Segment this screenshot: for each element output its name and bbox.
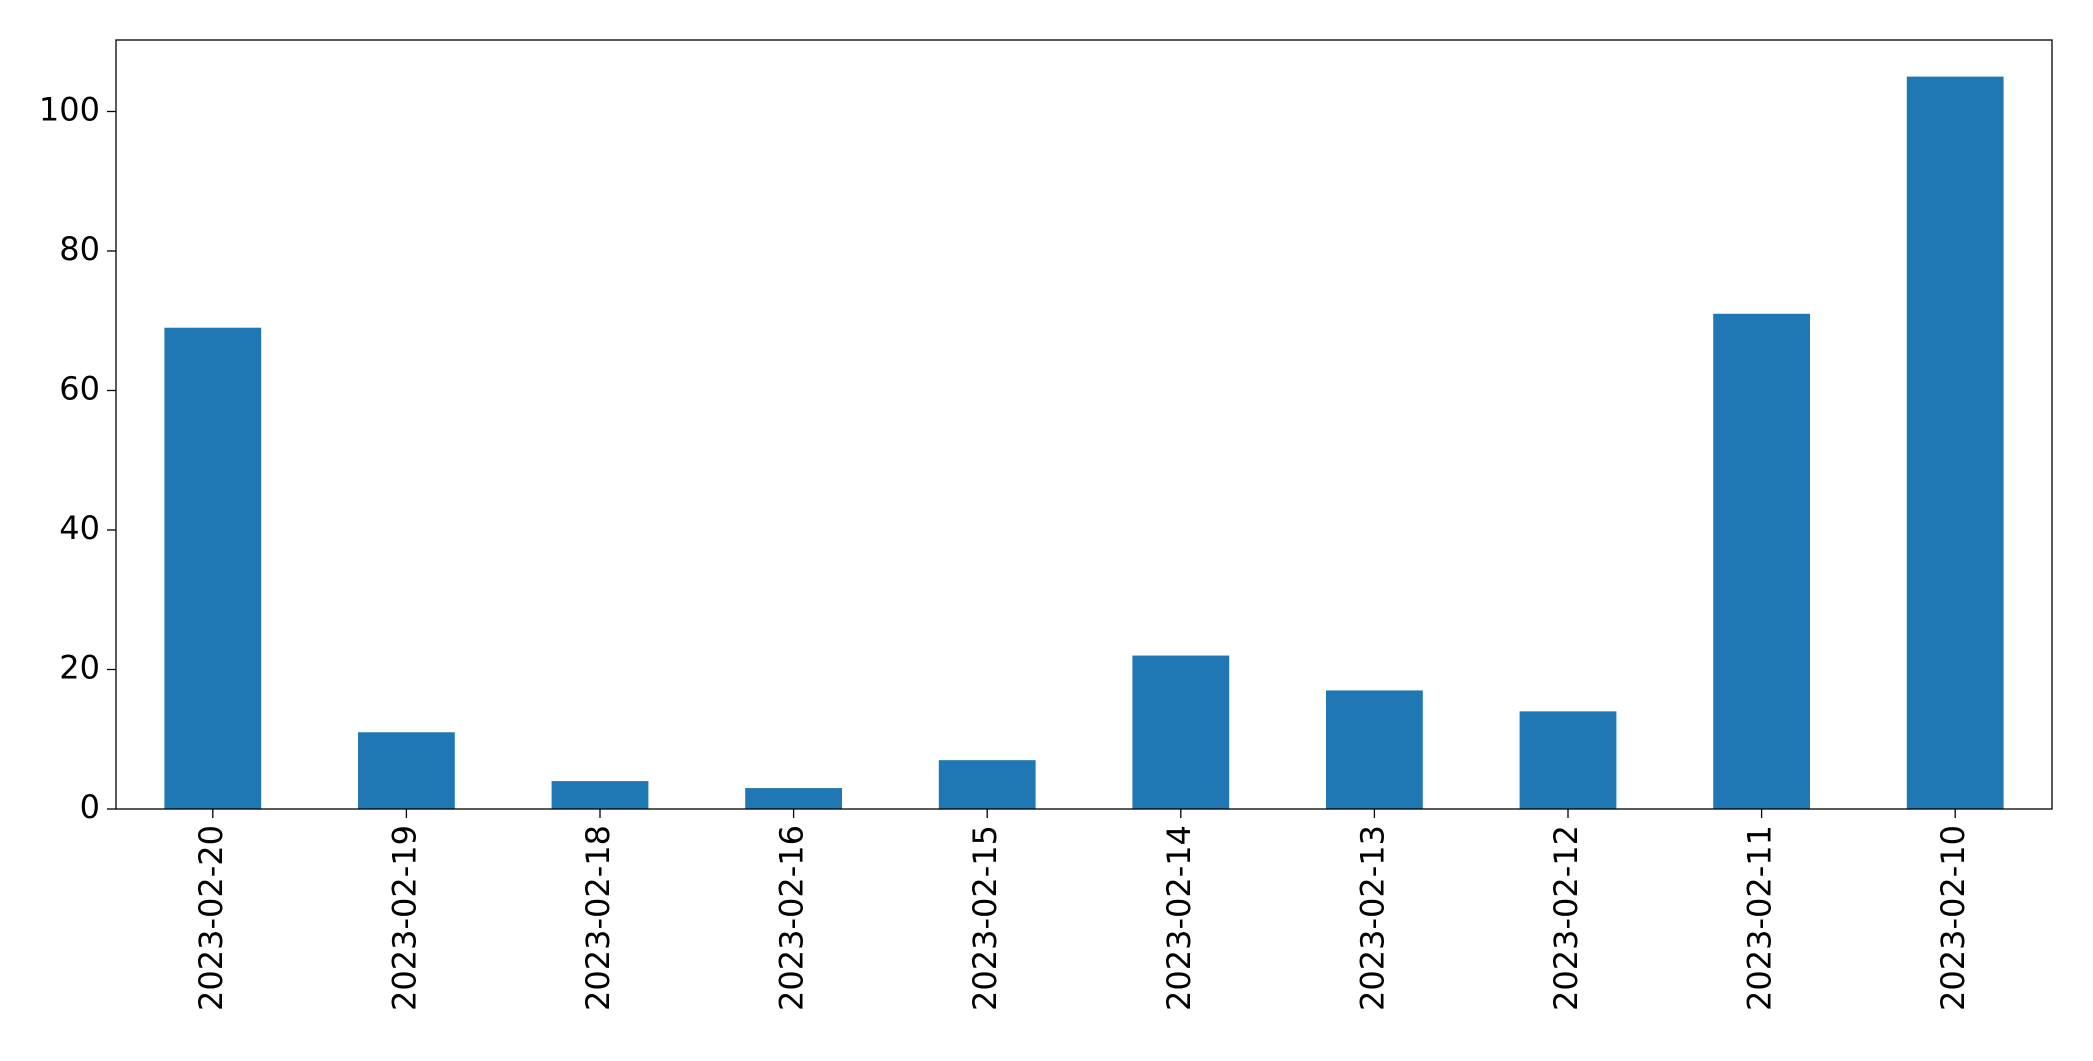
x-tick-label: 2023-02-14 [1160,825,1198,1011]
y-tick-label: 60 [59,369,100,407]
x-tick-label: 2023-02-15 [966,825,1004,1011]
x-tick-label: 2023-02-11 [1741,825,1779,1011]
x-tick-label: 2023-02-13 [1353,825,1391,1011]
bar [1519,711,1617,809]
bar [1906,76,2004,810]
y-tick-label: 0 [80,788,100,826]
bar [358,732,455,809]
bar [745,788,842,809]
x-tick-label: 2023-02-18 [579,825,617,1011]
bar [1132,655,1230,809]
x-tick-label: 2023-02-16 [773,825,811,1011]
bar [551,781,649,809]
y-tick-label: 40 [59,509,100,547]
bar [164,327,262,809]
x-tick-label: 2023-02-10 [1934,825,1972,1011]
x-tick-label: 2023-02-12 [1547,825,1585,1011]
y-tick-label: 20 [59,648,100,686]
x-tick-label: 2023-02-20 [192,825,230,1011]
bar [938,760,1036,809]
bar [1326,690,1423,809]
y-tick-label: 80 [59,230,100,268]
y-tick-label: 100 [39,90,100,128]
x-tick-label: 2023-02-19 [385,825,423,1011]
bar [1713,313,1810,809]
plot-frame [115,39,2053,810]
